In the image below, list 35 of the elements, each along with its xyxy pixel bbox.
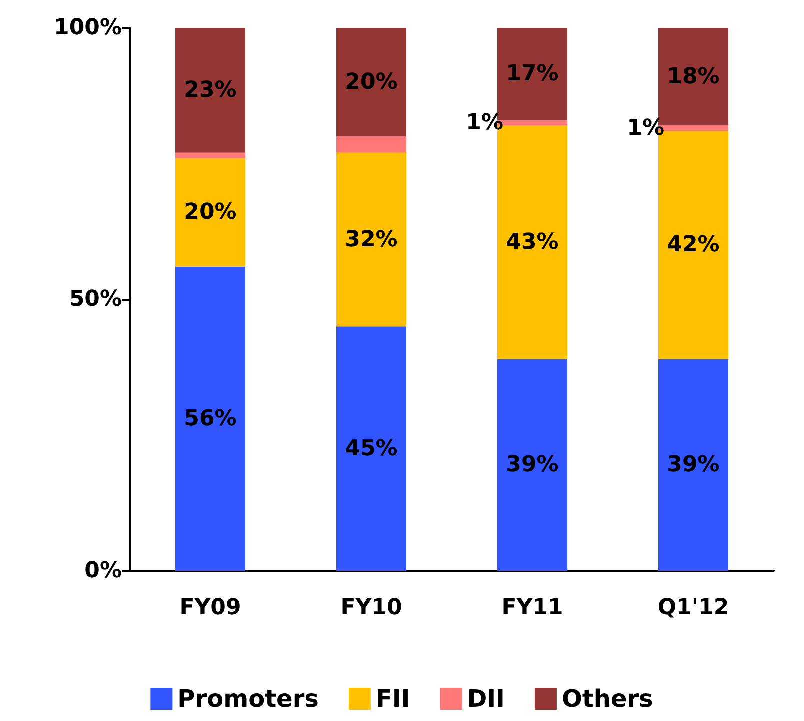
data-label: 39% (667, 452, 720, 478)
x-tick-label: FY11 (502, 596, 564, 620)
data-label: 45% (345, 436, 398, 462)
data-label: 1% (466, 110, 504, 136)
bar (336, 326, 406, 571)
bar (658, 359, 728, 571)
y-tick-label: 50% (69, 287, 122, 312)
bar (336, 152, 406, 327)
x-tick-label: Q1'12 (658, 596, 730, 620)
bar (176, 152, 246, 158)
bar (498, 359, 568, 571)
data-label: 18% (667, 64, 720, 90)
data-label: 32% (345, 227, 398, 252)
x-tick-label: FY10 (340, 596, 402, 620)
bar (176, 266, 246, 571)
data-label: 20% (345, 70, 398, 95)
data-label: 39% (506, 452, 559, 478)
data-label: 56% (184, 406, 237, 432)
data-label: 23% (184, 78, 237, 103)
data-label: 43% (506, 230, 559, 255)
y-tick-label: 0% (84, 558, 122, 584)
y-tick-label: 100% (54, 16, 122, 40)
data-label: 20% (184, 200, 237, 226)
bar (176, 158, 246, 267)
data-label: 1% (627, 116, 664, 141)
data-label: 42% (667, 232, 720, 258)
bar (336, 28, 406, 137)
legend-label: DII (467, 685, 505, 713)
data-label: 17% (506, 62, 559, 87)
bar (336, 136, 406, 153)
legend-label: FII (376, 685, 410, 713)
legend-label: Others (562, 685, 654, 713)
bar (176, 28, 246, 153)
x-tick-label: FY09 (180, 596, 242, 620)
legend-label: Promoters (178, 685, 319, 713)
